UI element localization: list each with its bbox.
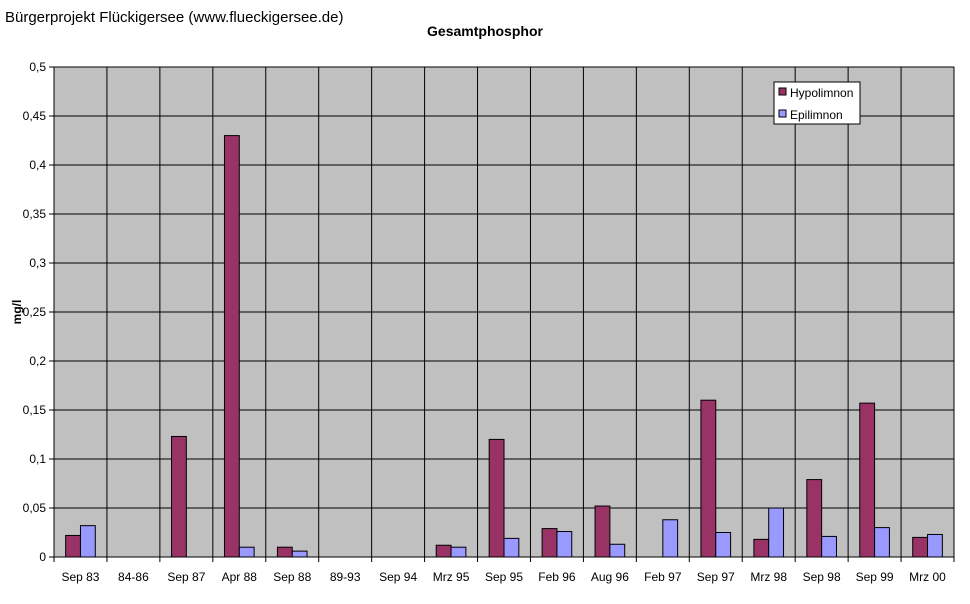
y-tick-label: 0,3 [29, 256, 46, 270]
bar-hypolimnon [171, 435, 187, 558]
x-tick-label: Sep 97 [697, 570, 735, 584]
x-tick-label: Mrz 95 [433, 570, 470, 584]
x-tick-label: Sep 95 [485, 570, 523, 584]
bar-epilimnon [238, 546, 255, 558]
y-tick-label: 0,2 [29, 354, 46, 368]
y-tick-label: 0,15 [23, 403, 47, 417]
x-tick-label: Sep 88 [273, 570, 311, 584]
y-tick-label: 0 [39, 550, 46, 564]
bar-epilimnon [715, 532, 732, 558]
y-axis-label: mg/l [10, 300, 24, 325]
x-tick-label: 89-93 [330, 570, 361, 584]
bar-hypolimnon [806, 479, 823, 558]
bar-epilimnon [609, 543, 626, 558]
x-tick-label: Sep 87 [167, 570, 205, 584]
bar-hypolimnon [912, 536, 929, 558]
bar-epilimnon [291, 550, 308, 558]
x-tick-label: Apr 88 [222, 570, 258, 584]
chart-title: Gesamtphosphor [427, 23, 543, 39]
bar-epilimnon [79, 525, 96, 558]
y-axis-ticks: 0 0,05 0,1 0,15 0,2 0,25 0,3 0,35 0,4 0,45 0,5 [23, 60, 54, 564]
bar-hypolimnon [700, 399, 717, 558]
x-tick-label: Feb 97 [644, 570, 682, 584]
bar-hypolimnon [594, 505, 611, 558]
bar-epilimnon [768, 507, 785, 558]
y-tick-label: 0,45 [23, 109, 47, 123]
y-tick-label: 0,05 [23, 501, 47, 515]
x-tick-label: 84-86 [118, 570, 149, 584]
x-tick-label: Sep 99 [856, 570, 894, 584]
bar-epilimnon [821, 535, 837, 558]
project-caption: Bürgerprojekt Flückigersee (www.flueckig… [5, 9, 344, 26]
x-axis-ticks: Sep 83 84-86 Sep 87 Apr 88 Sep 88 89-93 Sep 94… [53, 556, 955, 584]
y-tick-label: 0,4 [29, 158, 46, 172]
bar-epilimnon [927, 533, 943, 558]
x-tick-label: Aug 96 [591, 570, 629, 584]
bar-epilimnon [450, 546, 467, 558]
bar-hypolimnon [65, 534, 81, 558]
legend-swatch-epilimnon [778, 109, 787, 118]
x-tick-label: Sep 98 [803, 570, 841, 584]
y-tick-label: 0,35 [23, 207, 47, 221]
legend-box [773, 81, 861, 125]
bar-hypolimnon [488, 438, 505, 558]
x-tick-label: Mrz 98 [750, 570, 787, 584]
x-tick-label: Sep 83 [61, 570, 99, 584]
bar-hypolimnon [223, 135, 240, 558]
bar-hypolimnon [435, 544, 452, 558]
bar-epilimnon [556, 531, 573, 558]
y-tick-label: 0,1 [29, 452, 46, 466]
x-tick-label: Mrz 00 [909, 570, 946, 584]
bars [65, 135, 943, 558]
legend-label-hypolimnon: Hypolimnon [790, 86, 853, 100]
y-tick-label: 0,5 [29, 60, 46, 74]
x-tick-label: Sep 94 [379, 570, 417, 584]
legend-swatch-hypolimnon [778, 87, 787, 96]
legend-label-epilimnon: Epilimnon [790, 108, 843, 122]
legend: Hypolimnon Epilimnon [773, 81, 861, 125]
bar-epilimnon [662, 519, 679, 558]
bar-epilimnon [503, 537, 520, 558]
bar-hypolimnon [859, 402, 876, 558]
bar-hypolimnon [753, 538, 770, 558]
bar-hypolimnon [541, 528, 558, 558]
x-tick-label: Feb 96 [538, 570, 576, 584]
bar-hypolimnon [276, 546, 293, 558]
bar-epilimnon [874, 527, 890, 558]
y-tick-label: 0,25 [23, 305, 47, 319]
